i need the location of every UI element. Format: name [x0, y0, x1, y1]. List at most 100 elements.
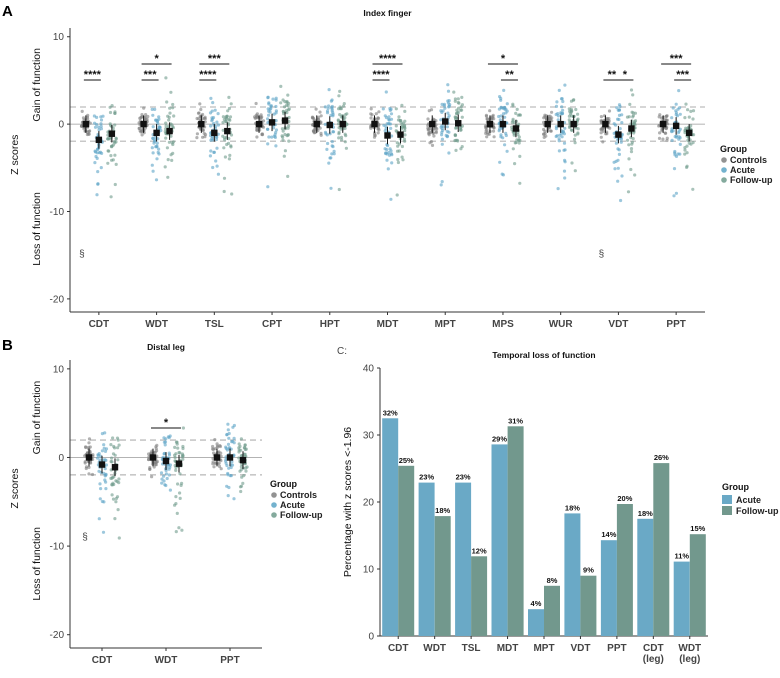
- panel-b-category-ppt: PPT: [220, 655, 239, 666]
- panel-a-point: [503, 115, 507, 119]
- panel-b-point: [100, 432, 104, 436]
- panel-a-point: [617, 103, 622, 107]
- panel-a-legend-dot-2: [721, 177, 727, 183]
- panel-b-point: [217, 464, 222, 468]
- panel-a-mean-wur-acute: [557, 120, 564, 128]
- panel-a-points-wur-2: [567, 98, 580, 173]
- bar-value-label: 31%: [508, 416, 523, 425]
- panel-a-points-wdt-2: [163, 76, 176, 179]
- panel-a-point: [215, 135, 219, 139]
- panel-c-ytick-label: 10: [363, 565, 375, 576]
- bar-value-label: 18%: [638, 509, 653, 518]
- panel-a-point: [618, 127, 622, 131]
- panel-b-point: [225, 433, 229, 437]
- panel-a-point: [195, 136, 199, 140]
- panel-letter-c: C:: [337, 346, 347, 357]
- panel-a-point: [168, 106, 172, 110]
- panel-b-point: [225, 448, 229, 452]
- panel-a-point: [573, 133, 577, 137]
- panel-a-point: [345, 122, 349, 126]
- panel-a-point: [86, 131, 90, 135]
- bar-value-label: 12%: [472, 546, 487, 555]
- panel-a-point: [403, 129, 407, 133]
- panel-b-panel: Distal leg 10 0 -10 -20 Gain of function Loss …: [9, 342, 323, 666]
- panel-b-point: [227, 466, 231, 470]
- panel-a-point: [499, 114, 503, 118]
- panel-a-point: [518, 154, 522, 158]
- panel-c-category-label: CDT: [388, 643, 409, 654]
- panel-a-point: [210, 109, 214, 113]
- panel-a-point: [620, 174, 624, 178]
- panel-a-point: [254, 101, 258, 106]
- panel-a-point: [80, 109, 84, 113]
- panel-a-point: [318, 110, 322, 114]
- panel-b-point: [87, 441, 91, 445]
- bar-ppt-acute: [600, 540, 617, 636]
- panel-a-point: [114, 162, 118, 166]
- panel-a-point: [485, 135, 489, 139]
- panel-b-mean-cdt-acute: [98, 461, 106, 468]
- panel-c-ytick-label: 0: [368, 632, 374, 643]
- panel-a-point: [253, 115, 257, 119]
- bar-ppt-followup: [616, 504, 633, 636]
- panel-a-point: [687, 115, 691, 119]
- panel-a-points-hpt-2: [336, 89, 349, 192]
- panel-a-point: [96, 170, 100, 174]
- panel-b-point: [225, 463, 229, 468]
- panel-a-sig-label: ***: [208, 53, 222, 65]
- panel-c-category-label: WDT (leg): [678, 643, 701, 665]
- panel-a-point: [146, 114, 150, 119]
- panel-a-point: [557, 139, 561, 143]
- panel-a-mean-mps-controls: [486, 120, 494, 128]
- panel-a-point: [435, 127, 439, 131]
- panel-a-point: [460, 145, 464, 149]
- panel-a-point: [440, 137, 444, 141]
- panel-a-point: [399, 119, 403, 123]
- panel-b-point: [176, 446, 180, 450]
- panel-a-point: [215, 164, 219, 168]
- panel-a-point: [491, 113, 495, 117]
- panel-a-point: [370, 113, 374, 117]
- panel-b-ytick-label: -10: [50, 542, 65, 553]
- panel-b-point: [165, 476, 169, 481]
- panel-b-point: [224, 445, 228, 449]
- panel-a-point: [561, 108, 565, 112]
- panel-b-point: [225, 484, 229, 488]
- panel-a-point: [274, 144, 278, 148]
- panel-a-point: [505, 149, 509, 153]
- panel-a-point: [99, 118, 104, 122]
- panel-a-point: [85, 115, 89, 119]
- panel-b-point: [176, 482, 180, 486]
- panel-a-point: [106, 161, 110, 165]
- panel-a-point: [211, 101, 215, 105]
- panel-a-sig-label: *: [501, 53, 506, 65]
- panel-a-point: [599, 127, 603, 131]
- panel-a-point: [221, 128, 225, 132]
- panel-b-point: [174, 452, 178, 456]
- panel-a-mean-cpt-acute: [268, 119, 276, 126]
- panel-b-point: [97, 517, 101, 521]
- panel-a-mean-vdt-followup: [628, 125, 635, 132]
- panel-a-point: [689, 124, 693, 128]
- panel-a-point: [151, 169, 155, 173]
- panel-b-point: [154, 447, 158, 451]
- panel-b-point: [111, 436, 115, 440]
- panel-a-point: [165, 146, 169, 150]
- panel-a-point: [510, 120, 514, 124]
- panel-a-point: [164, 121, 168, 125]
- panel-a-point: [394, 124, 398, 128]
- panel-a-point: [260, 133, 265, 137]
- panel-a-point: [627, 143, 631, 147]
- panel-a-mean-tsl-controls: [198, 120, 205, 128]
- panel-a-point: [614, 141, 619, 145]
- panel-a-point: [452, 90, 456, 94]
- panel-b-annotation: §: [82, 532, 88, 543]
- panel-a-mean-wur-controls: [544, 120, 551, 128]
- panel-a-point: [629, 150, 634, 154]
- panel-a-point: [498, 127, 502, 131]
- panel-a-point: [385, 148, 389, 152]
- panel-a-annotation: §: [599, 249, 605, 260]
- panel-a-point: [343, 132, 347, 136]
- bar-value-label: 29%: [492, 434, 507, 443]
